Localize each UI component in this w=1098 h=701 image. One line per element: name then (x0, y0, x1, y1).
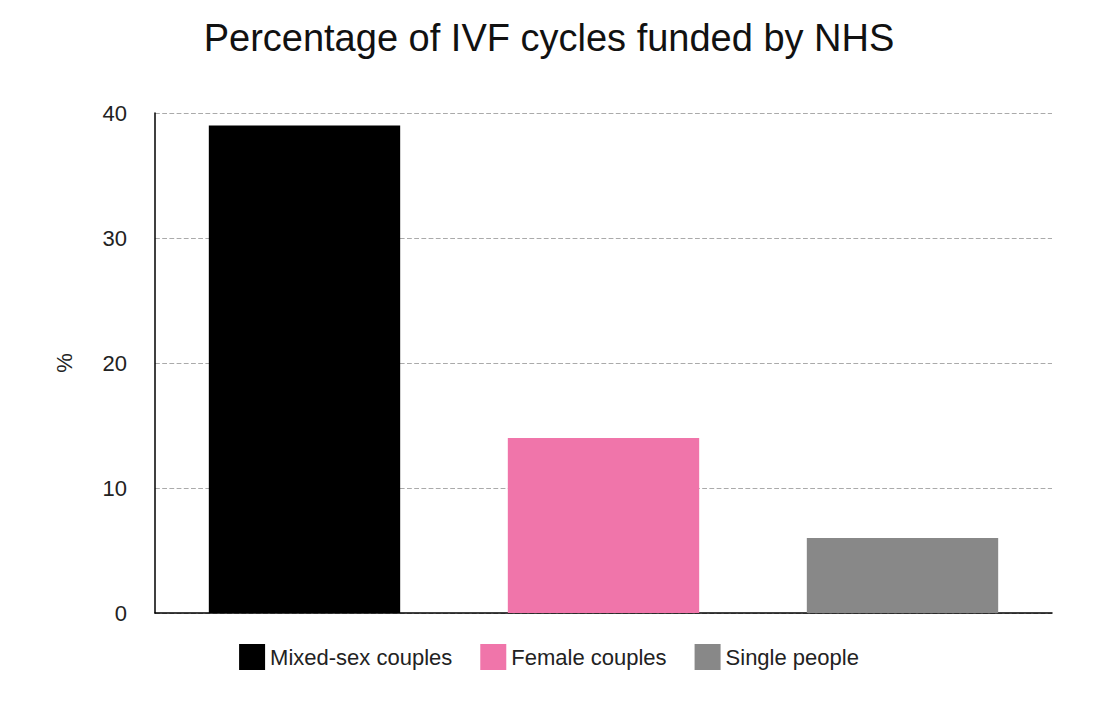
svg-text:0: 0 (115, 601, 127, 626)
svg-text:30: 30 (103, 226, 127, 251)
svg-text:Female couples: Female couples (511, 645, 666, 670)
svg-text:%: % (52, 353, 77, 373)
svg-text:40: 40 (103, 101, 127, 126)
svg-text:10: 10 (103, 476, 127, 501)
svg-text:Single people: Single people (726, 645, 859, 670)
svg-text:20: 20 (103, 351, 127, 376)
svg-text:Percentage of IVF cycles funde: Percentage of IVF cycles funded by NHS (204, 17, 895, 59)
svg-text:Mixed-sex couples: Mixed-sex couples (270, 645, 452, 670)
